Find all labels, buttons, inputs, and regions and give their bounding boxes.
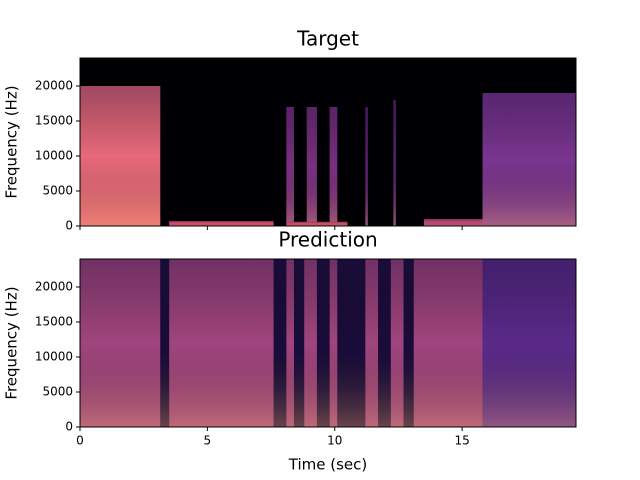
region-shade [80,86,161,226]
y-tick-label: 20000 [35,280,73,294]
region-shade [293,259,305,427]
y-tick-label: 10000 [35,350,73,364]
x-tick-label: 15 [454,434,469,448]
region-shade [316,259,330,427]
region-shade [306,107,317,226]
chart-title: Prediction [278,228,377,252]
region-shade [286,107,294,226]
region-shade [403,259,414,427]
region-shade [337,259,366,427]
region-shade [365,107,368,226]
y-tick-label: 15000 [35,315,73,329]
x-tick-label: 10 [327,434,342,448]
y-tick-label: 20000 [35,79,73,93]
x-tick-label: 0 [76,434,84,448]
region-shade [482,259,576,427]
chart-title: Target [296,27,359,51]
region-shade [160,259,170,427]
region-shade [286,221,348,226]
x-tick-label: 5 [204,434,212,448]
y-axis-label: Frequency (Hz) [3,286,21,399]
y-tick-label: 5000 [42,385,73,399]
y-tick-label: 0 [65,420,73,434]
x-axis-label: Time (sec) [288,456,367,474]
y-axis-label: Frequency (Hz) [3,85,21,198]
region-shade [329,107,338,226]
plot-frame [79,258,577,428]
y-tick-label: 0 [65,219,73,233]
region-shade [169,221,274,226]
y-tick-label: 5000 [42,184,73,198]
region-shade [482,93,576,226]
region-shade [273,259,287,427]
region-shade [378,259,391,427]
plot-frame [79,57,577,227]
y-tick-label: 15000 [35,114,73,128]
region-shade [393,100,396,226]
y-tick-label: 10000 [35,149,73,163]
region-shade [423,219,483,226]
